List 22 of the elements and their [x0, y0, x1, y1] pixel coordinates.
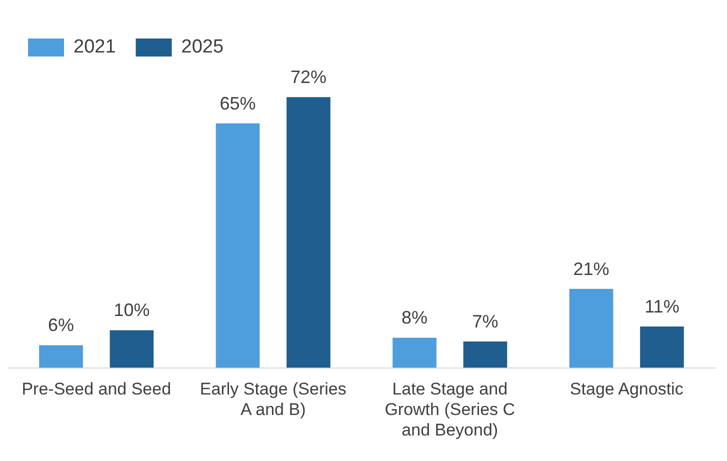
bar — [640, 326, 684, 368]
data-label: 8% — [402, 308, 428, 328]
bar — [569, 288, 614, 368]
bar — [216, 123, 260, 368]
bar — [110, 330, 154, 368]
data-label: 7% — [472, 311, 498, 332]
legend-label: 2021 — [74, 36, 116, 58]
bar — [39, 345, 83, 368]
data-label: 72% — [290, 67, 326, 88]
bar — [463, 341, 508, 368]
data-label: 10% — [114, 300, 150, 320]
data-label: 6% — [48, 315, 74, 336]
legend-label: 2025 — [181, 36, 224, 58]
x-tick-label: Pre-Seed and Seed — [22, 380, 172, 399]
data-label: 11% — [644, 296, 680, 316]
bar — [392, 338, 436, 368]
bar — [286, 97, 330, 368]
data-label: 21% — [573, 258, 610, 279]
data-label: 65% — [220, 93, 256, 114]
x-tick-label: Late Stage and Growth (Series C and Beyond) — [384, 380, 516, 440]
x-tick-label: Stage Agnostic — [570, 380, 684, 399]
x-tick-label: Early Stage (Series A and B) — [200, 380, 346, 420]
